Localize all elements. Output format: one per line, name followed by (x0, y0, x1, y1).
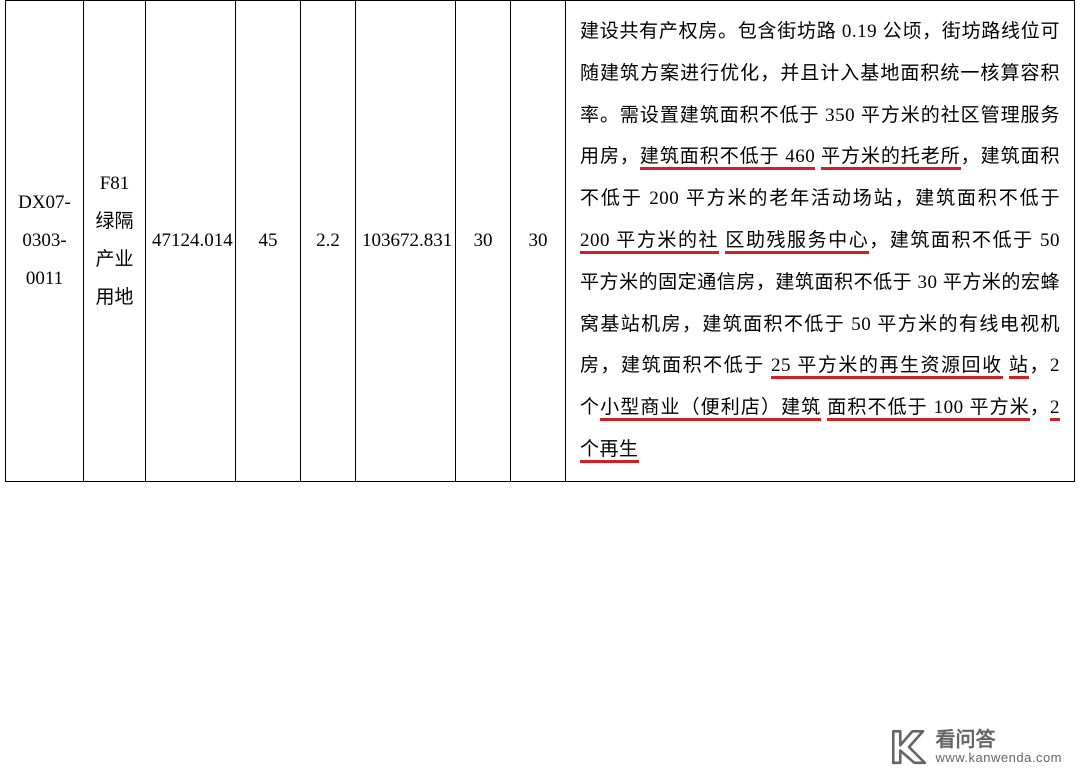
watermark-text: 看问答 www.kanwenda.com (936, 729, 1063, 765)
desc-highlight: 平方米的托老所 (821, 146, 961, 170)
watermark-url: www.kanwenda.com (936, 751, 1063, 765)
desc-highlight: 小型商业（便利店）建筑 (600, 397, 821, 421)
desc-highlight: 区助残服务中心 (725, 230, 869, 254)
cell-description: 建设共有产权房。包含街坊路 0.19 公顷，街坊路线位可随建筑方案进行优化，并且… (566, 1, 1075, 482)
cell-gfa: 103672.831 (356, 1, 456, 482)
desc-highlight: 200 平方米的社 (580, 230, 719, 254)
desc-text: ， (1030, 397, 1050, 418)
desc-highlight: 25 平方米的再生资源回收 (771, 355, 1003, 379)
cell-greening: 30 (511, 1, 566, 482)
desc-highlight: 面积不低于 100 平方米 (827, 397, 1030, 421)
cell-height: 45 (236, 1, 301, 482)
logo-icon (888, 726, 930, 768)
desc-highlight: 建筑面积不低于 460 (640, 146, 815, 170)
watermark-cn: 看问答 (936, 729, 1063, 751)
cell-density: 30 (456, 1, 511, 482)
cell-code: DX07-0303-0011 (6, 1, 84, 482)
table-row: DX07-0303-0011 F81 绿隔产业用地 47124.014 45 2… (6, 1, 1075, 482)
cell-far: 2.2 (301, 1, 356, 482)
desc-highlight: 站 (1009, 355, 1030, 379)
land-data-table: DX07-0303-0011 F81 绿隔产业用地 47124.014 45 2… (5, 0, 1075, 482)
cell-area: 47124.014 (146, 1, 236, 482)
cell-land-type: F81 绿隔产业用地 (84, 1, 146, 482)
watermark: 看问答 www.kanwenda.com (888, 726, 1063, 768)
